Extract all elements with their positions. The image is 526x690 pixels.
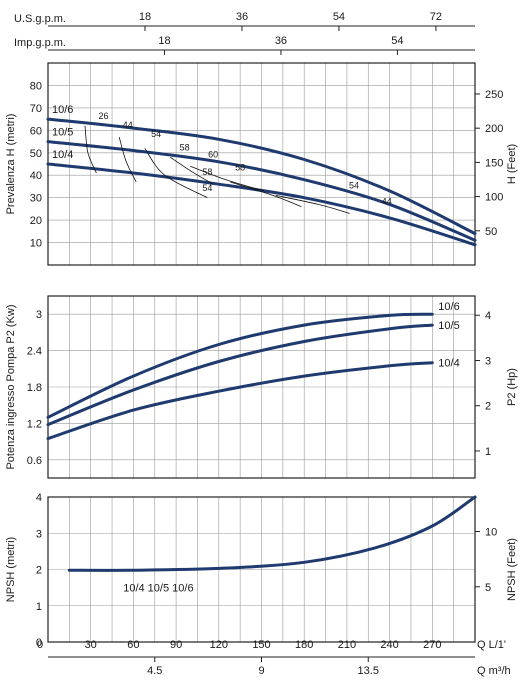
efficiency-iso-line <box>84 125 97 174</box>
y-tick-label: 1 <box>36 601 42 613</box>
y-tick-label: 80 <box>30 80 42 92</box>
y-right-tick-label: 150 <box>485 157 503 169</box>
y-tick-label: 20 <box>30 215 42 227</box>
efficiency-iso-line <box>230 181 302 207</box>
y-right-tick-label: 1 <box>485 446 491 458</box>
top-axis-label: U.S.g.p.m. <box>14 13 66 25</box>
y-tick-label: 1.8 <box>27 382 42 394</box>
top-axis-label: Imp.g.p.m. <box>14 37 66 49</box>
x-tick-label: 210 <box>338 639 356 651</box>
efficiency-iso-line <box>190 165 265 192</box>
y-tick-label: 70 <box>30 103 42 115</box>
y-tick-label: 4 <box>36 492 42 504</box>
top-axis-tick-label: 54 <box>391 35 403 47</box>
top-axis-tick-label: 54 <box>333 11 345 23</box>
efficiency-label: 58 <box>202 167 212 177</box>
y-tick-label: 0.6 <box>27 455 42 467</box>
efficiency-iso-line <box>144 148 208 199</box>
y-right-tick-label: 4 <box>485 310 491 322</box>
series-line-10-4 <box>46 361 434 441</box>
y-tick-label: 2 <box>36 565 42 577</box>
panel-frame <box>47 496 476 643</box>
series-label: 10/4 <box>438 358 459 370</box>
y-right-tick-label: 250 <box>485 89 503 101</box>
x-tick-label: 120 <box>210 639 228 651</box>
y-tick-label: 40 <box>30 170 42 182</box>
x-tick-label: 240 <box>380 639 398 651</box>
x-tick-label: 90 <box>170 639 182 651</box>
series-line-10-6 <box>46 117 477 236</box>
y-right-tick-label: 100 <box>485 192 503 204</box>
x-axis-label: Q L/1' <box>477 639 506 651</box>
efficiency-label: 44 <box>123 120 133 130</box>
y-tick-label: 1.2 <box>27 418 42 430</box>
x-tick-label: 180 <box>295 639 313 651</box>
y-right-tick-label: 200 <box>485 123 503 135</box>
y-axis-right-label: H (Feet) <box>506 144 518 184</box>
efficiency-label: 26 <box>99 111 109 121</box>
top-axis-tick-label: 18 <box>158 35 170 47</box>
x-tick-label: 60 <box>127 639 139 651</box>
y-axis-label: Potenza ingresso Pompa P2 (Kw) <box>5 304 17 469</box>
y-tick-label: 3 <box>36 528 42 540</box>
y-tick-label: 3 <box>36 309 42 321</box>
series-label: 10/4 <box>52 149 73 161</box>
top-axis-tick-label: 36 <box>236 11 248 23</box>
series-label: 10/5 <box>438 320 459 332</box>
y-tick-label: 60 <box>30 125 42 137</box>
top-axis-tick-label: 36 <box>275 35 287 47</box>
y-tick-label: 30 <box>30 193 42 205</box>
y-right-tick-label: 2 <box>485 401 491 413</box>
y-axis-right-label: P2 (Hp) <box>506 368 518 406</box>
series-line-10-6 <box>46 312 434 419</box>
x-axis-secondary-label: Q m³/h <box>477 665 511 677</box>
series-line-10-5 <box>46 323 434 427</box>
y-right-tick-label: 10 <box>485 527 497 539</box>
y-tick-label: 10 <box>30 238 42 250</box>
efficiency-iso-line <box>170 156 214 185</box>
x-secondary-tick-label: 4.5 <box>147 665 162 677</box>
efficiency-label: 44 <box>382 196 392 206</box>
y-right-tick-label: 5 <box>485 582 491 594</box>
efficiency-label: 54 <box>151 129 161 139</box>
y-axis-right-label: NPSH (Feet) <box>506 538 518 601</box>
efficiency-label: 60 <box>208 149 218 159</box>
y-axis-label: Prevalenza H (metri) <box>5 114 17 215</box>
efficiency-iso-line <box>118 136 137 183</box>
efficiency-iso-line <box>275 195 350 214</box>
series-label: 10/5 <box>52 127 73 139</box>
efficiency-label: 54 <box>202 183 212 193</box>
top-axis-tick-label: 72 <box>430 11 442 23</box>
y-right-tick-label: 50 <box>485 226 497 238</box>
x-secondary-tick-label: 9 <box>258 665 264 677</box>
series-label: 10/6 <box>438 301 459 313</box>
series-line-10-5 <box>46 140 477 242</box>
x-tick-label: 0 <box>37 639 43 651</box>
y-right-tick-label: 3 <box>485 355 491 367</box>
top-axis-tick-label: 18 <box>139 11 151 23</box>
efficiency-label: 58 <box>180 143 190 153</box>
panel-frame <box>47 295 476 479</box>
efficiency-label: 58 <box>235 163 245 173</box>
npsh-series-annotation: 10/4 10/5 10/6 <box>123 583 193 595</box>
x-tick-label: 270 <box>423 639 441 651</box>
x-secondary-tick-label: 13.5 <box>358 665 379 677</box>
x-tick-label: 30 <box>85 639 97 651</box>
series-label: 10/6 <box>52 104 73 116</box>
y-axis-label: NPSH (metri) <box>5 537 17 602</box>
y-tick-label: 50 <box>30 148 42 160</box>
y-tick-label: 0 <box>36 637 42 649</box>
series-line-10-4-10-5-10-6 <box>67 495 477 572</box>
efficiency-label: 54 <box>349 181 359 191</box>
x-tick-label: 150 <box>252 639 270 651</box>
y-tick-label: 2.4 <box>27 346 42 358</box>
